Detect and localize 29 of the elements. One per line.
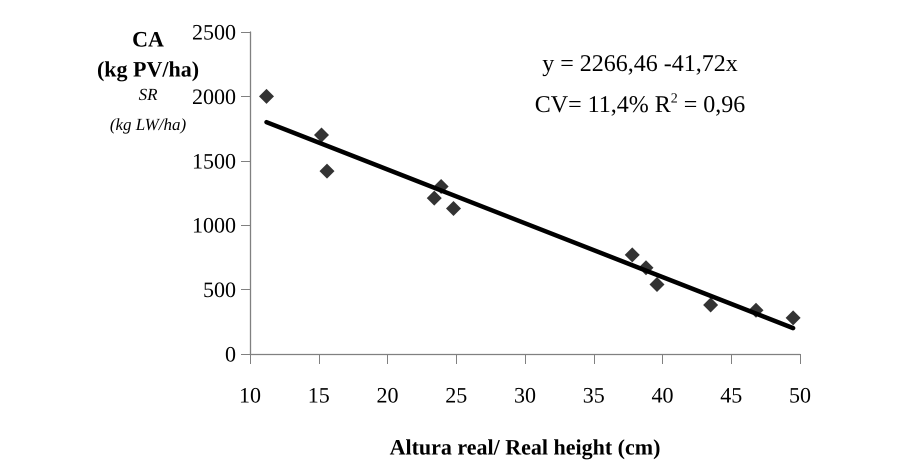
point bbox=[638, 260, 654, 276]
point bbox=[426, 190, 442, 206]
x-tick-label: 20 bbox=[376, 382, 398, 408]
x-tick-label: 30 bbox=[514, 382, 536, 408]
x-axis-title: Altura real/ Real height (cm) bbox=[390, 434, 660, 460]
point bbox=[624, 247, 640, 262]
x-tick-label: 15 bbox=[308, 382, 330, 408]
y-tick-label: 2000 bbox=[192, 84, 236, 109]
point bbox=[314, 128, 329, 143]
y-tick-label: 1500 bbox=[192, 148, 236, 174]
x-tick-label: 40 bbox=[652, 382, 674, 408]
point bbox=[320, 164, 334, 179]
y-tick-label: 0 bbox=[225, 342, 236, 366]
y-tick-label: 1000 bbox=[192, 212, 236, 238]
y-tick-label: 2500 bbox=[192, 20, 236, 44]
point bbox=[748, 302, 764, 318]
x-tick-label: 25 bbox=[445, 382, 468, 408]
y-tick-label: 500 bbox=[203, 277, 236, 302]
x-tick-label: 50 bbox=[789, 382, 811, 408]
point bbox=[650, 276, 664, 292]
point bbox=[434, 179, 449, 194]
point bbox=[259, 88, 274, 104]
annotation: y = 2266,46 -41,72x bbox=[542, 51, 738, 77]
x-tick-label: 35 bbox=[582, 382, 605, 408]
x-tick-label: 10 bbox=[239, 382, 261, 408]
point bbox=[703, 298, 718, 313]
x-tick-label: 45 bbox=[720, 382, 742, 408]
point bbox=[786, 310, 801, 326]
point bbox=[446, 200, 461, 216]
